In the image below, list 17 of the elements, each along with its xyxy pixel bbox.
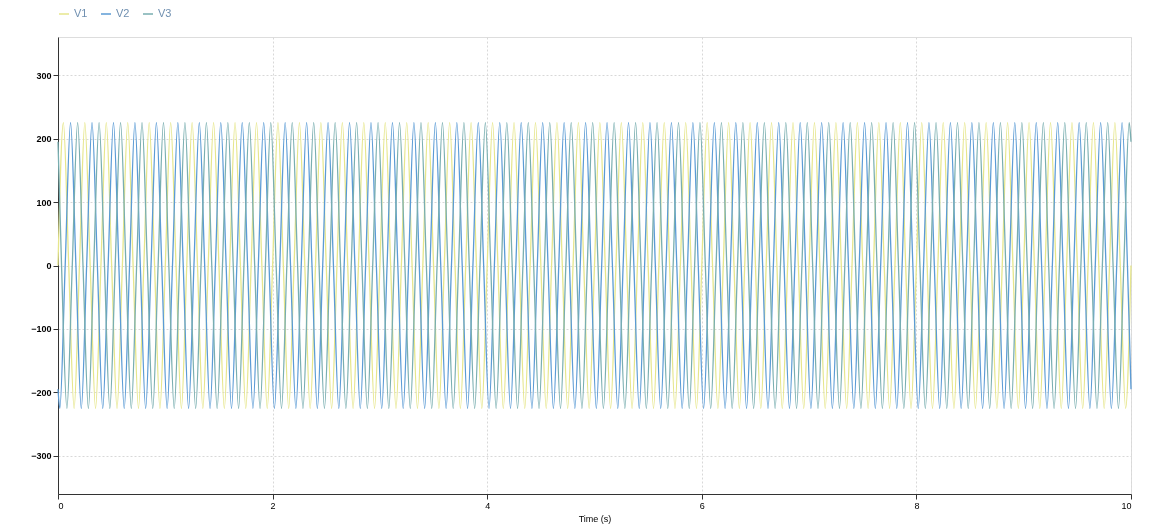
y-tick-label: 0 <box>46 261 52 271</box>
legend-label: V2 <box>116 7 130 19</box>
x-tick-label: 10 <box>1121 500 1132 511</box>
legend-label: V1 <box>74 7 88 19</box>
y-tick-label: −300 <box>31 451 52 462</box>
y-tick-label: 100 <box>36 197 52 208</box>
y-tick-label: 300 <box>36 70 52 81</box>
legend-label: V3 <box>158 7 172 19</box>
y-tick-label: −200 <box>31 387 52 398</box>
x-tick-label: 2 <box>270 500 276 511</box>
x-tick-label: 4 <box>485 500 491 511</box>
x-axis-title: Time (s) <box>578 513 612 524</box>
x-tick-label: 0 <box>58 500 64 511</box>
y-tick-label: −100 <box>31 324 52 335</box>
x-tick-label: 8 <box>914 500 920 511</box>
y-tick-label: 200 <box>36 134 52 145</box>
x-tick-label: 6 <box>699 500 705 511</box>
